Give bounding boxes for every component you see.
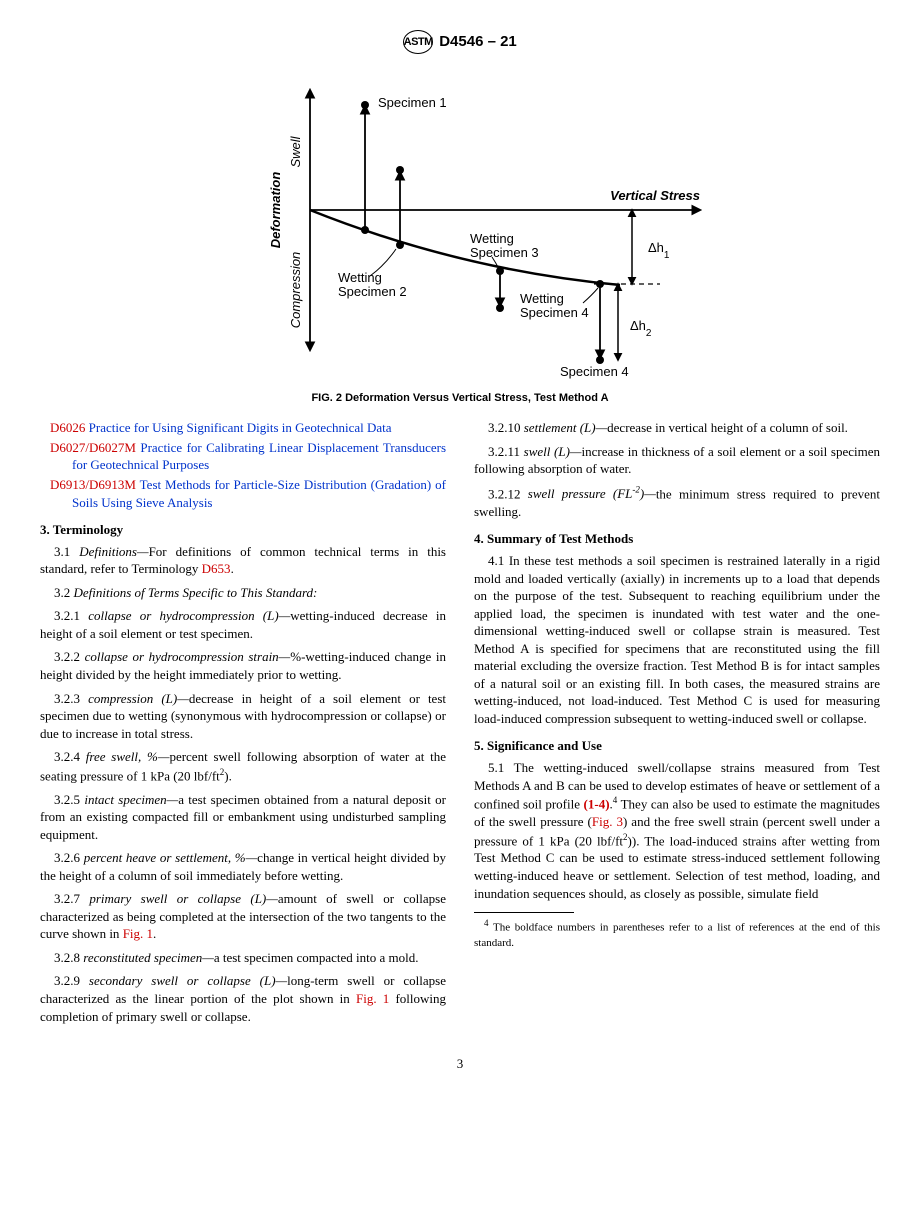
specimen-3-start-dot	[496, 267, 504, 275]
specimen-2-label: Specimen 2	[338, 284, 407, 299]
specimen-2-wetting-label: Wetting	[338, 270, 382, 285]
definition-3-2-2: 3.2.2 collapse or hydrocompression strai…	[40, 648, 446, 683]
specimen-2-start-dot	[396, 241, 404, 249]
designation-number: D4546 – 21	[439, 32, 517, 52]
section-5-heading: 5. Significance and Use	[474, 737, 880, 755]
specimen-4-wetting-label: Wetting	[520, 291, 564, 306]
deformation-stress-chart: Deformation Swell Compression Vertical S…	[200, 70, 720, 380]
link-d6913[interactable]: D6913/D6913M	[50, 477, 136, 492]
definition-3-2-6: 3.2.6 percent heave or settlement, %—cha…	[40, 849, 446, 884]
definition-3-2-5: 3.2.5 intact specimen—a test specimen ob…	[40, 791, 446, 844]
section-3-heading: 3. Terminology	[40, 521, 446, 539]
reference-d6913: D6913/D6913M Test Methods for Particle-S…	[40, 476, 446, 511]
astm-logo: ASTM	[403, 30, 433, 54]
link-d6026[interactable]: D6026	[50, 420, 85, 435]
definition-3-2-7: 3.2.7 primary swell or collapse (L)—amou…	[40, 890, 446, 943]
specimen-3-wetting-label: Wetting	[470, 231, 514, 246]
definition-3-2-10: 3.2.10 settlement (L)—decrease in vertic…	[474, 419, 880, 437]
specimen-4-start-dot	[596, 280, 604, 288]
specimen-1-label: Specimen 1	[378, 95, 447, 110]
definition-3-2-1: 3.2.1 collapse or hydrocompression (L)—w…	[40, 607, 446, 642]
figure-2: Deformation Swell Compression Vertical S…	[40, 70, 880, 405]
link-d6027[interactable]: D6027/D6027M	[50, 440, 136, 455]
page-header: ASTM D4546 – 21	[40, 30, 880, 54]
specimen-4-final-label: Specimen 4	[560, 364, 629, 379]
section-4-heading: 4. Summary of Test Methods	[474, 530, 880, 548]
specimen-1-start-dot	[361, 226, 369, 234]
link-fig-3[interactable]: Fig. 3	[592, 814, 623, 829]
specimen-3-end-dot	[496, 304, 504, 312]
page-number: 3	[40, 1055, 880, 1073]
link-refs-1-4[interactable]: (1-4)	[584, 796, 610, 811]
link-d653[interactable]: D653	[202, 561, 231, 576]
footnote-rule	[474, 912, 574, 913]
paragraph-5-1: 5.1 The wetting-induced swell/collapse s…	[474, 759, 880, 902]
definition-3-2-heading: 3.2 Definitions of Terms Specific to Thi…	[40, 584, 446, 602]
y-axis-swell-label: Swell	[288, 135, 303, 167]
y-axis-compression-label: Compression	[288, 252, 303, 329]
specimen-3-label: Specimen 3	[470, 245, 539, 260]
reference-d6026: D6026 Practice for Using Significant Dig…	[40, 419, 446, 437]
link-fig-1-a[interactable]: Fig. 1	[123, 926, 153, 941]
delta-h2-label: Δh2	[630, 318, 652, 339]
footnote-4: 4 The boldface numbers in parentheses re…	[474, 917, 880, 950]
ref-title-d6026[interactable]: Practice for Using Significant Digits in…	[89, 420, 392, 435]
y-axis-label: Deformation	[268, 172, 283, 249]
definition-3-2-12: 3.2.12 swell pressure (FL-2)—the minimum…	[474, 484, 880, 520]
definition-3-2-3: 3.2.3 compression (L)—decrease in height…	[40, 690, 446, 743]
delta-h1-label: Δh1	[648, 240, 670, 261]
definition-3-2-11: 3.2.11 swell (L)—increase in thickness o…	[474, 443, 880, 478]
definition-3-2-8: 3.2.8 reconstituted specimen—a test spec…	[40, 949, 446, 967]
reference-d6027: D6027/D6027M Practice for Calibrating Li…	[40, 439, 446, 474]
figure-2-caption: FIG. 2 Deformation Versus Vertical Stres…	[40, 391, 880, 406]
specimen-4-leader	[583, 288, 598, 303]
definition-3-2-4: 3.2.4 free swell, %—percent swell follow…	[40, 748, 446, 784]
x-axis-label: Vertical Stress	[610, 188, 700, 203]
specimen-4-end-dot	[596, 356, 604, 364]
definition-3-2-9: 3.2.9 secondary swell or collapse (L)—lo…	[40, 972, 446, 1025]
link-fig-1-b[interactable]: Fig. 1	[356, 991, 389, 1006]
specimen-4-label: Specimen 4	[520, 305, 589, 320]
specimen-1-end-dot	[361, 101, 369, 109]
paragraph-4-1: 4.1 In these test methods a soil specime…	[474, 552, 880, 727]
definition-3-1: 3.1 Definitions—For definitions of commo…	[40, 543, 446, 578]
specimen-2-end-dot	[396, 166, 404, 174]
